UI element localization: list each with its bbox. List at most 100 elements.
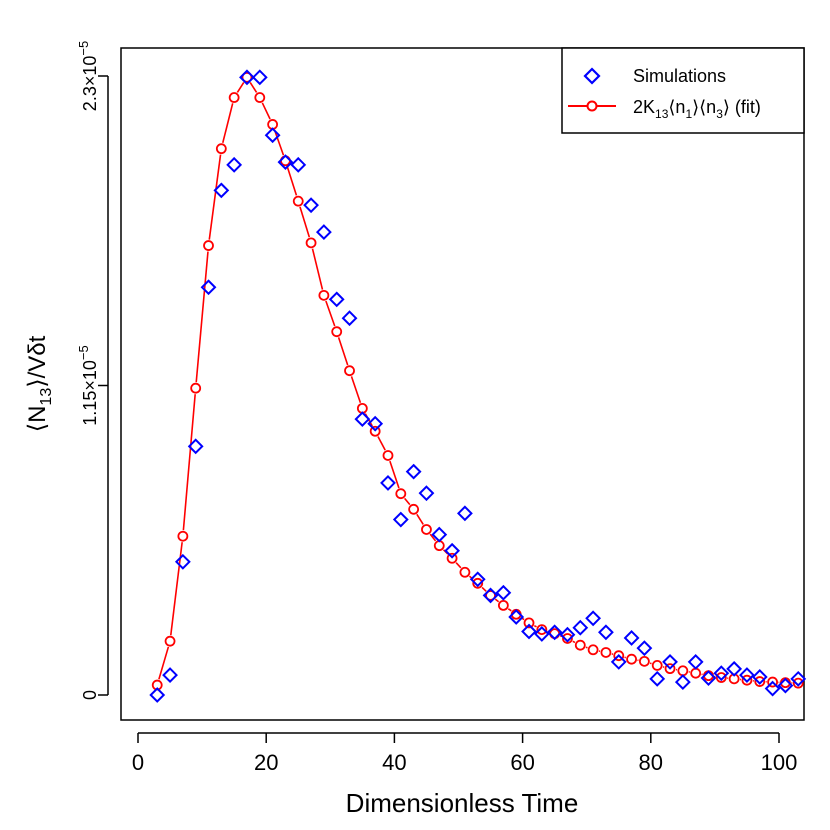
simulation-point: [405, 463, 422, 480]
fit-line-segment: [249, 81, 258, 93]
fit-line-segment: [337, 337, 349, 366]
fit-point: [651, 659, 663, 671]
legend-diamond-icon: [583, 67, 601, 85]
simulation-point: [354, 411, 371, 428]
fit-point: [459, 566, 471, 578]
fit-point: [638, 655, 650, 667]
y-tick-label: 1.15×10−5: [76, 345, 100, 425]
fit-point: [472, 577, 484, 589]
simulation-point: [380, 475, 396, 491]
fit-point: [677, 665, 689, 677]
fit-point: [664, 663, 676, 675]
fit-point: [446, 552, 458, 564]
simulation-point: [521, 623, 537, 640]
fit-line-segment: [311, 248, 324, 290]
fit-point: [715, 672, 727, 683]
fit-point: [215, 143, 227, 155]
fit-point: [164, 635, 176, 647]
simulation-point: [251, 69, 268, 86]
simulation-point: [290, 156, 307, 173]
y-tick-label: 2.3×10−5: [76, 41, 100, 111]
simulation-point: [764, 680, 781, 697]
fit-point: [203, 240, 214, 251]
fit-point: [523, 617, 535, 629]
fit-series: [151, 71, 804, 691]
fit-line-segment: [533, 624, 537, 628]
simulation-point: [777, 677, 794, 694]
simulation-point: [482, 587, 499, 604]
simulation-point: [546, 624, 563, 641]
fit-point: [497, 599, 509, 611]
simulation-point: [559, 626, 576, 643]
x-tick-label: 20: [254, 750, 278, 775]
fit-line-segment: [182, 394, 196, 531]
fit-line-segment: [236, 81, 245, 93]
fit-point: [177, 530, 189, 542]
simulation-point: [162, 667, 178, 683]
simulation-point: [328, 291, 345, 308]
fit-line-segment: [350, 376, 362, 403]
fit-point: [228, 92, 240, 103]
fit-point: [331, 326, 343, 338]
simulation-point: [700, 670, 717, 686]
simulation-point: [187, 438, 204, 455]
legend-label-simulations: Simulations: [633, 66, 726, 86]
fit-point: [305, 237, 317, 249]
simulation-point: [418, 485, 435, 502]
fit-line-segment: [158, 646, 170, 680]
fit-point: [536, 624, 548, 636]
fit-point: [344, 365, 355, 377]
simulation-point: [726, 660, 743, 677]
fit-line-segment: [416, 513, 424, 525]
fit-line-segment: [429, 533, 437, 542]
fit-line-segment: [403, 497, 411, 506]
legend: Simulations 2K13⟨n1⟩⟨n3⟩ (fit): [561, 47, 805, 134]
legend-circle-icon: [586, 100, 598, 112]
fit-line-segment: [273, 129, 285, 156]
simulation-point: [687, 653, 704, 670]
simulation-point: [341, 310, 358, 327]
simulation-point: [469, 571, 486, 588]
fit-point: [626, 653, 637, 665]
fit-point: [792, 677, 804, 689]
x-tick-label: 60: [510, 750, 534, 775]
simulation-point: [585, 610, 602, 627]
simulation-point: [662, 653, 678, 670]
fit-point: [754, 676, 766, 687]
fit-point: [485, 590, 496, 601]
simulation-point: [213, 182, 230, 199]
fit-line-segment: [377, 436, 386, 451]
fit-line-segment: [389, 460, 400, 489]
simulation-point: [239, 69, 255, 86]
x-tick-label: 40: [382, 750, 406, 775]
legend-box: [561, 47, 805, 134]
fit-line-segment: [572, 640, 576, 644]
x-axis: 0 20 40 60 80 100: [132, 732, 797, 775]
simulation-point: [431, 526, 448, 543]
fit-point: [408, 503, 420, 515]
simulation-point: [572, 619, 589, 636]
simulation-point: [508, 609, 525, 625]
simulation-point: [392, 511, 409, 528]
fit-line-segment: [585, 646, 588, 649]
simulation-point: [533, 625, 550, 642]
fit-line-segment: [455, 562, 462, 569]
plot-frame: [120, 47, 805, 721]
simulation-point: [149, 687, 166, 703]
simulation-point: [623, 630, 640, 646]
simulation-point: [444, 542, 461, 559]
simulation-point: [303, 197, 319, 214]
fit-line-segment: [261, 102, 271, 120]
simulation-point: [200, 279, 217, 296]
fit-line-segment: [195, 251, 209, 383]
fit-line-segment: [325, 300, 336, 327]
fit-point: [562, 633, 573, 644]
fit-point: [741, 674, 753, 686]
fit-point: [613, 650, 625, 662]
simulation-point: [495, 584, 512, 601]
fit-point: [292, 195, 304, 207]
simulation-point: [174, 553, 191, 570]
simulation-point: [790, 670, 807, 687]
fit-line-segment: [481, 586, 487, 592]
fit-point: [421, 524, 432, 535]
